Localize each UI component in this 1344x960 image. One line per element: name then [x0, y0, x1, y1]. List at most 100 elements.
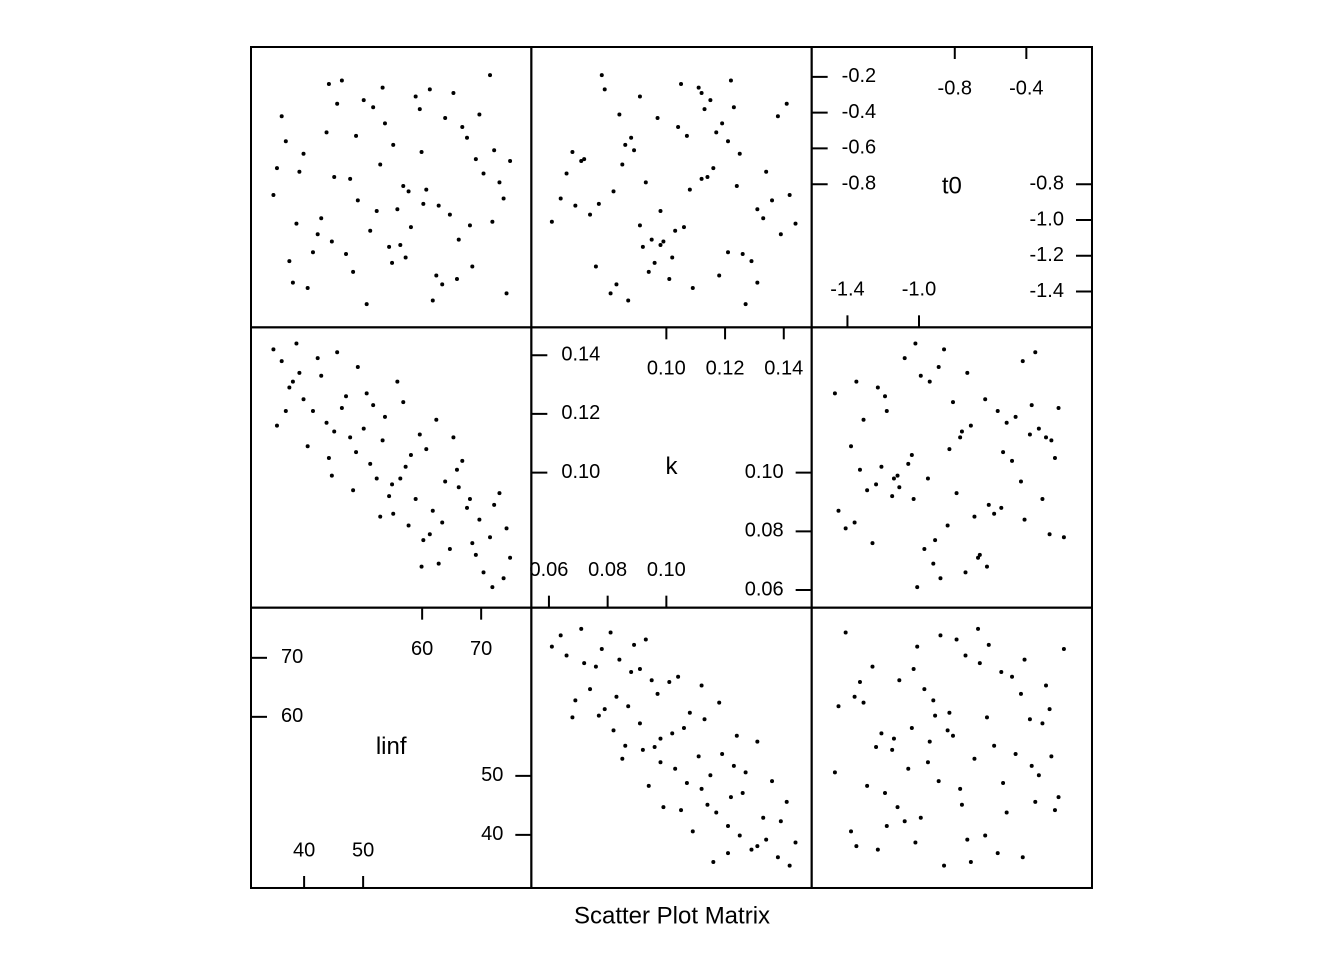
point — [424, 187, 429, 192]
point — [711, 166, 716, 171]
tick-label: 0.10 — [647, 559, 686, 581]
point — [477, 112, 482, 117]
tick-label: 0.08 — [588, 559, 627, 581]
point — [335, 101, 340, 106]
point — [743, 302, 748, 307]
point — [775, 855, 780, 860]
point — [976, 626, 981, 631]
point — [673, 228, 678, 233]
point — [391, 142, 396, 147]
point — [999, 505, 1004, 510]
point — [460, 458, 465, 463]
point — [755, 844, 760, 849]
point — [339, 78, 344, 83]
point — [793, 221, 798, 226]
point — [339, 406, 344, 411]
point — [473, 157, 478, 162]
point — [646, 783, 651, 788]
point — [906, 766, 911, 771]
point — [965, 370, 970, 375]
point — [283, 139, 288, 144]
tick-label: -1.0 — [902, 279, 936, 301]
point — [947, 447, 952, 452]
point — [761, 216, 766, 221]
point — [1049, 754, 1054, 759]
point — [1001, 780, 1006, 785]
point — [784, 101, 789, 106]
point — [332, 175, 337, 180]
point — [1052, 808, 1057, 813]
point — [931, 698, 936, 703]
point — [364, 391, 369, 396]
tick-label: -0.8 — [842, 172, 876, 194]
point — [977, 661, 982, 666]
point — [637, 94, 642, 99]
point — [897, 678, 902, 683]
point — [467, 497, 472, 502]
point — [933, 538, 938, 543]
point — [629, 135, 634, 140]
point — [737, 833, 742, 838]
point — [406, 523, 411, 528]
point — [681, 225, 686, 230]
point — [497, 180, 502, 185]
point — [460, 124, 465, 129]
point — [335, 350, 340, 355]
point — [387, 494, 392, 499]
point — [620, 162, 625, 167]
point — [596, 201, 601, 206]
point — [602, 707, 607, 712]
point — [992, 511, 997, 516]
tick-label: 0.12 — [561, 402, 600, 424]
point — [1040, 721, 1045, 726]
point — [1047, 707, 1052, 712]
point — [793, 840, 798, 845]
point — [401, 184, 406, 189]
point — [938, 576, 943, 581]
point — [564, 653, 569, 658]
point — [1022, 657, 1027, 662]
point — [364, 302, 369, 307]
point — [699, 90, 704, 95]
point — [938, 633, 943, 638]
point — [755, 207, 760, 212]
tick-label: 40 — [481, 823, 503, 845]
point — [1033, 799, 1038, 804]
point — [611, 189, 616, 194]
point — [1018, 691, 1023, 696]
point — [421, 538, 426, 543]
point — [395, 379, 400, 384]
tick-label: 0.10 — [745, 461, 784, 483]
point — [911, 667, 916, 672]
point — [430, 508, 435, 513]
point — [832, 391, 837, 396]
point — [950, 733, 955, 738]
point — [927, 739, 932, 744]
variable-name: t0 — [942, 173, 962, 200]
point — [661, 805, 666, 810]
point — [679, 808, 684, 813]
point — [501, 576, 506, 581]
tick-label: 40 — [293, 839, 315, 861]
point — [640, 747, 645, 752]
point — [378, 514, 383, 519]
point — [652, 744, 657, 749]
point — [558, 633, 563, 638]
point — [290, 280, 295, 285]
point — [623, 743, 628, 748]
point — [927, 379, 932, 384]
tick-label: -1.4 — [1030, 280, 1064, 302]
point — [643, 637, 648, 642]
point — [726, 824, 731, 829]
point — [832, 770, 837, 775]
point — [995, 851, 1000, 856]
point — [1018, 479, 1023, 484]
point — [861, 700, 866, 705]
point — [371, 105, 376, 110]
point — [408, 453, 413, 458]
point — [310, 408, 315, 413]
point — [702, 107, 707, 112]
point — [271, 192, 276, 197]
point — [658, 736, 663, 741]
point — [854, 844, 859, 849]
